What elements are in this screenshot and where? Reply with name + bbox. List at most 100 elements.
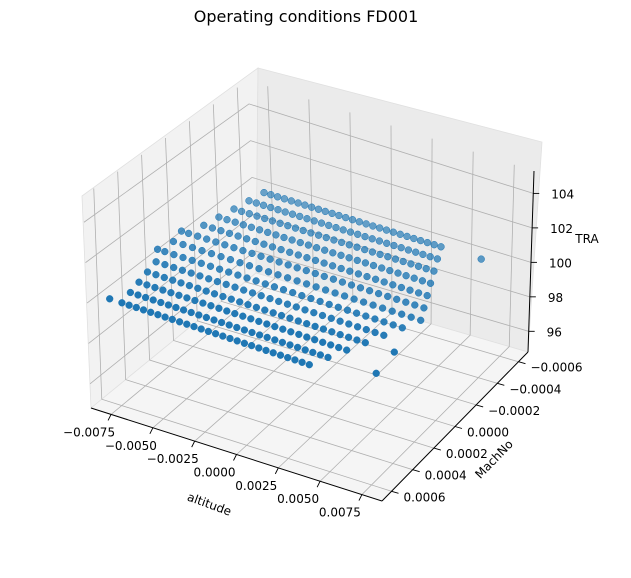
y-tick-mark-3 bbox=[454, 426, 463, 429]
data-point-4-6 bbox=[251, 237, 259, 246]
data-point-2-7 bbox=[284, 222, 292, 230]
data-point-9-5 bbox=[185, 281, 194, 290]
z-axis-label: TRA bbox=[574, 232, 599, 246]
data-point-1-19 bbox=[383, 239, 391, 247]
data-point-9-11 bbox=[236, 298, 244, 306]
data-point-2-5 bbox=[268, 217, 277, 225]
grid-line-y-0 bbox=[236, 87, 519, 363]
data-point-6-20 bbox=[359, 298, 368, 306]
grid-lines bbox=[83, 86, 534, 495]
data-point-1-24 bbox=[419, 250, 427, 259]
data-point-11-23 bbox=[301, 346, 309, 354]
data-point-9-13 bbox=[252, 303, 261, 312]
data-point-6-23 bbox=[388, 307, 396, 315]
data-point-2-3 bbox=[253, 212, 261, 220]
data-point-0-26 bbox=[437, 243, 445, 251]
data-point-12-9 bbox=[183, 320, 191, 328]
x-tick-mark-5 bbox=[316, 481, 321, 488]
data-point-5-25 bbox=[411, 301, 419, 309]
data-point-2-15 bbox=[345, 241, 353, 249]
data-point-3-20 bbox=[378, 264, 386, 272]
data-point-0-11 bbox=[335, 211, 343, 220]
data-point-9-2 bbox=[160, 273, 168, 282]
data-point-9-10 bbox=[227, 295, 235, 303]
x-tick-mark-0 bbox=[107, 414, 112, 421]
grid-line-x-4 bbox=[278, 138, 433, 469]
data-point-3-19 bbox=[369, 261, 378, 270]
x-tick-mark-3 bbox=[233, 454, 237, 461]
data-point-0-22 bbox=[410, 234, 418, 243]
data-point-7-17 bbox=[316, 297, 324, 306]
data-point-11-24 bbox=[309, 348, 317, 357]
data-point-2-2 bbox=[245, 210, 253, 218]
data-point-9-16 bbox=[277, 311, 286, 320]
data-point-10-22 bbox=[311, 336, 319, 344]
tick-labels: −0.0075−0.0050−0.00250.00000.00250.00500… bbox=[63, 187, 582, 519]
data-point-11-2 bbox=[141, 293, 150, 302]
data-point-0-19 bbox=[389, 228, 397, 236]
data-point-0-2 bbox=[273, 193, 282, 201]
data-point-3-1 bbox=[223, 216, 231, 224]
data-point-6-15 bbox=[312, 283, 320, 291]
data-point-8-13 bbox=[266, 294, 274, 303]
data-point-11-5 bbox=[164, 301, 173, 309]
data-point-3-14 bbox=[329, 249, 337, 257]
data-point-4-18 bbox=[354, 270, 363, 278]
data-point-4-11 bbox=[294, 251, 302, 259]
data-point-3-15 bbox=[337, 251, 345, 259]
data-point-7-9 bbox=[243, 274, 251, 282]
data-point-0-8 bbox=[314, 205, 323, 213]
data-point-6-13 bbox=[293, 277, 301, 285]
data-point-2-19 bbox=[376, 250, 384, 259]
data-point-1-25 bbox=[426, 253, 434, 261]
data-point-2-1 bbox=[237, 207, 246, 216]
x-tick-mark-4 bbox=[274, 467, 279, 475]
data-point-2-17 bbox=[361, 245, 369, 254]
data-point-4-12 bbox=[303, 254, 311, 262]
data-point-4-10 bbox=[286, 248, 294, 256]
y-tick-label-6: 0.0006 bbox=[404, 490, 446, 504]
data-point-7-0 bbox=[161, 247, 169, 256]
data-point-5-1 bbox=[194, 232, 202, 240]
data-point-4-22 bbox=[389, 281, 397, 289]
y-tick-mark-1 bbox=[497, 382, 505, 386]
data-point-12-4 bbox=[147, 308, 155, 316]
data-point-4-8 bbox=[268, 243, 277, 251]
data-point-10-21 bbox=[303, 333, 311, 341]
data-point-2-21 bbox=[391, 255, 400, 263]
data-point-11-20 bbox=[278, 338, 287, 347]
data-point-out-5 bbox=[106, 295, 114, 303]
data-point-5-22 bbox=[384, 292, 392, 301]
grid-line-x-0 bbox=[110, 86, 276, 415]
data-point-10-20 bbox=[295, 330, 303, 339]
data-point-9-7 bbox=[202, 287, 210, 295]
data-point-1-3 bbox=[267, 203, 275, 212]
data-point-11-21 bbox=[286, 341, 294, 349]
data-point-10-16 bbox=[263, 320, 271, 328]
grid-line-z-3 bbox=[85, 140, 533, 263]
data-point-2-23 bbox=[407, 260, 415, 268]
data-point-6-17 bbox=[331, 289, 339, 297]
data-point-3-4 bbox=[247, 223, 256, 231]
data-point-8-16 bbox=[292, 303, 300, 311]
data-point-9-14 bbox=[261, 306, 269, 314]
data-point-5-17 bbox=[338, 278, 347, 286]
data-point-5-18 bbox=[347, 281, 356, 289]
data-point-6-4 bbox=[207, 249, 216, 258]
data-point-0-10 bbox=[328, 209, 336, 218]
data-point-6-1 bbox=[179, 240, 187, 249]
data-point-9-17 bbox=[286, 314, 294, 322]
data-point-5-20 bbox=[365, 287, 374, 295]
grid-line-y-3 bbox=[165, 137, 456, 427]
data-point-7-8 bbox=[234, 271, 242, 279]
data-point-1-10 bbox=[317, 219, 326, 227]
data-point-4-19 bbox=[363, 272, 371, 281]
data-point-2-10 bbox=[307, 229, 315, 237]
data-point-8-15 bbox=[283, 300, 292, 308]
x-tick-label-2: −0.0025 bbox=[147, 452, 199, 466]
data-point-12-14 bbox=[219, 332, 227, 340]
x-tick-mark-6 bbox=[358, 494, 363, 501]
data-point-10-14 bbox=[247, 315, 255, 323]
data-point-8-7 bbox=[213, 277, 222, 286]
data-point-9-18 bbox=[294, 317, 302, 325]
